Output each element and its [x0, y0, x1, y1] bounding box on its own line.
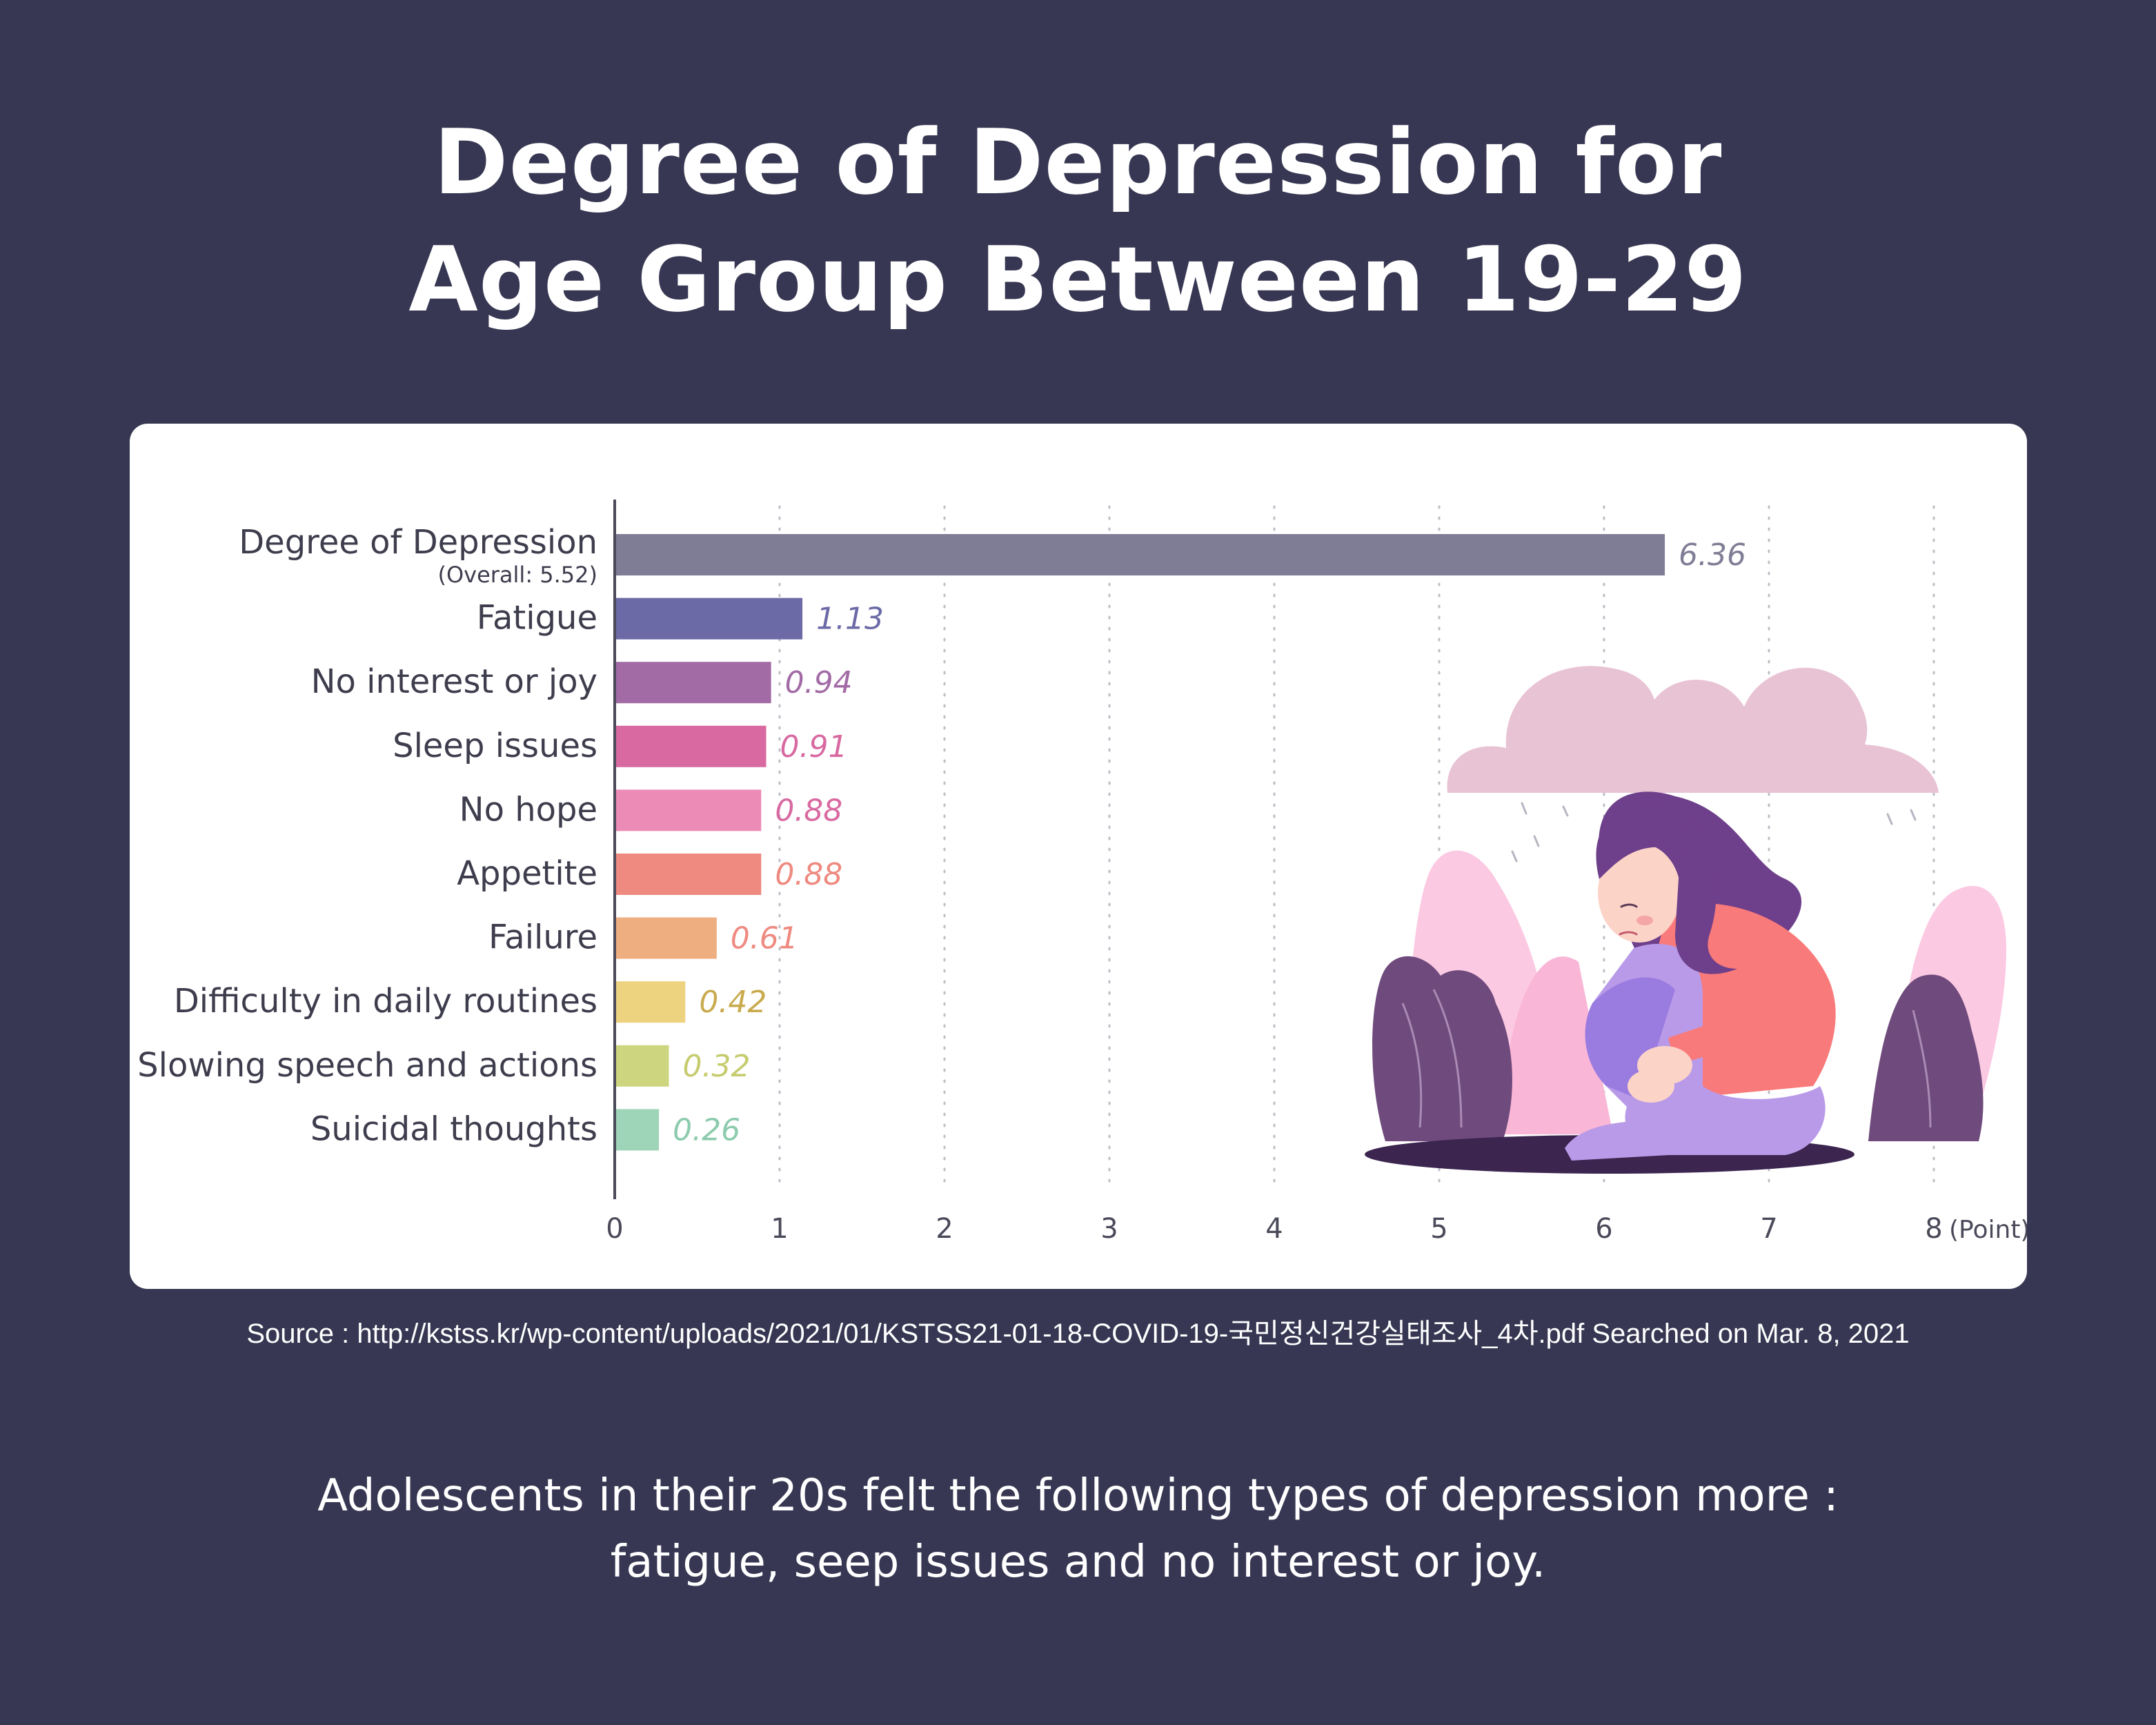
summary-line-1: Adolescents in their 20s felt the follow… [317, 1470, 1839, 1521]
x-tick-label: 1 [771, 1213, 788, 1245]
page-title-line-2: Age Group Between 19-29 [408, 227, 1748, 332]
sad-woman-icon [1565, 791, 1836, 1161]
category-label: Sleep issues [393, 727, 597, 765]
purple-plants-icon [1372, 956, 1984, 1141]
category-label: Difficulty in daily routines [174, 982, 597, 1021]
bar [616, 662, 771, 704]
bar-value-label: 0.88 [775, 857, 842, 892]
bar [616, 789, 762, 831]
category-label: Fatigue [477, 599, 597, 638]
illustration [1365, 666, 2006, 1174]
bar [616, 854, 762, 895]
bar [616, 1045, 669, 1087]
x-tick-label: 7 [1760, 1213, 1777, 1245]
x-tick-label: 5 [1430, 1213, 1447, 1245]
category-label: Failure [488, 918, 597, 957]
bar-value-label: 1.13 [816, 602, 884, 637]
rain-cloud-icon [1447, 666, 1939, 793]
x-tick-label: 4 [1265, 1213, 1283, 1245]
category-label: Suicidal thoughts [310, 1110, 597, 1148]
x-tick-label: 2 [936, 1213, 953, 1245]
category-label: Degree of Depression [239, 523, 597, 562]
category-label: No interest or joy [311, 662, 597, 701]
bar [616, 598, 803, 640]
bars [616, 534, 1665, 1151]
bar-value-label: 0.42 [699, 985, 767, 1020]
source-note: Source : http://kstss.kr/wp-content/uplo… [246, 1319, 1910, 1349]
x-tick-label: 8 [1925, 1213, 1942, 1245]
summary-text: Adolescents in their 20s felt the follow… [0, 1463, 2156, 1595]
x-axis-tick-labels: 0 1 2 3 4 5 6 7 8 (Point) [606, 1213, 2027, 1245]
category-label: Slowing speech and actions [137, 1046, 597, 1085]
bar-value-label: 0.26 [673, 1112, 740, 1147]
x-tick-label: 3 [1100, 1213, 1118, 1245]
bar-value-label: 0.91 [780, 729, 847, 765]
category-label: Appetite [457, 854, 597, 893]
bar [616, 1109, 660, 1151]
category-sublabel: (Overall: 5.52) [437, 562, 597, 588]
bar [616, 534, 1665, 575]
bar-value-label: 0.32 [682, 1049, 750, 1084]
x-tick-label: 0 [606, 1213, 623, 1245]
bar-value-label: 6.36 [1679, 538, 1746, 573]
page-title-line-1: Degree of Depression for [433, 110, 1723, 215]
category-label: No hope [459, 790, 597, 829]
x-axis-unit-label: (Point) [1949, 1216, 2027, 1244]
page-title: Degree of Depression for Age Group Betwe… [0, 103, 2156, 338]
bar [616, 917, 717, 959]
x-tick-label: 6 [1595, 1213, 1612, 1245]
bar-value-label: 0.61 [731, 921, 798, 956]
bar [616, 725, 767, 767]
bar-chart: 6.36 1.13 0.94 0.91 0.88 0.88 0.61 0.42 0.32 0.26… [137, 500, 2027, 1245]
bar-value-label: 0.94 [785, 665, 853, 700]
summary-line-2: fatigue, seep issues and no interest or … [610, 1537, 1546, 1588]
rain-drops-icon [1511, 802, 1917, 862]
value-labels: 6.36 1.13 0.94 0.91 0.88 0.88 0.61 0.42 0.32 0.26 [673, 538, 1746, 1147]
chart-card: 6.36 1.13 0.94 0.91 0.88 0.88 0.61 0.42 0.32 0.26… [130, 424, 2027, 1289]
bar [616, 981, 686, 1023]
category-labels: Degree of Depression(Overall: 5.52) Fatig… [137, 523, 597, 1148]
bar-value-label: 0.88 [775, 793, 842, 828]
